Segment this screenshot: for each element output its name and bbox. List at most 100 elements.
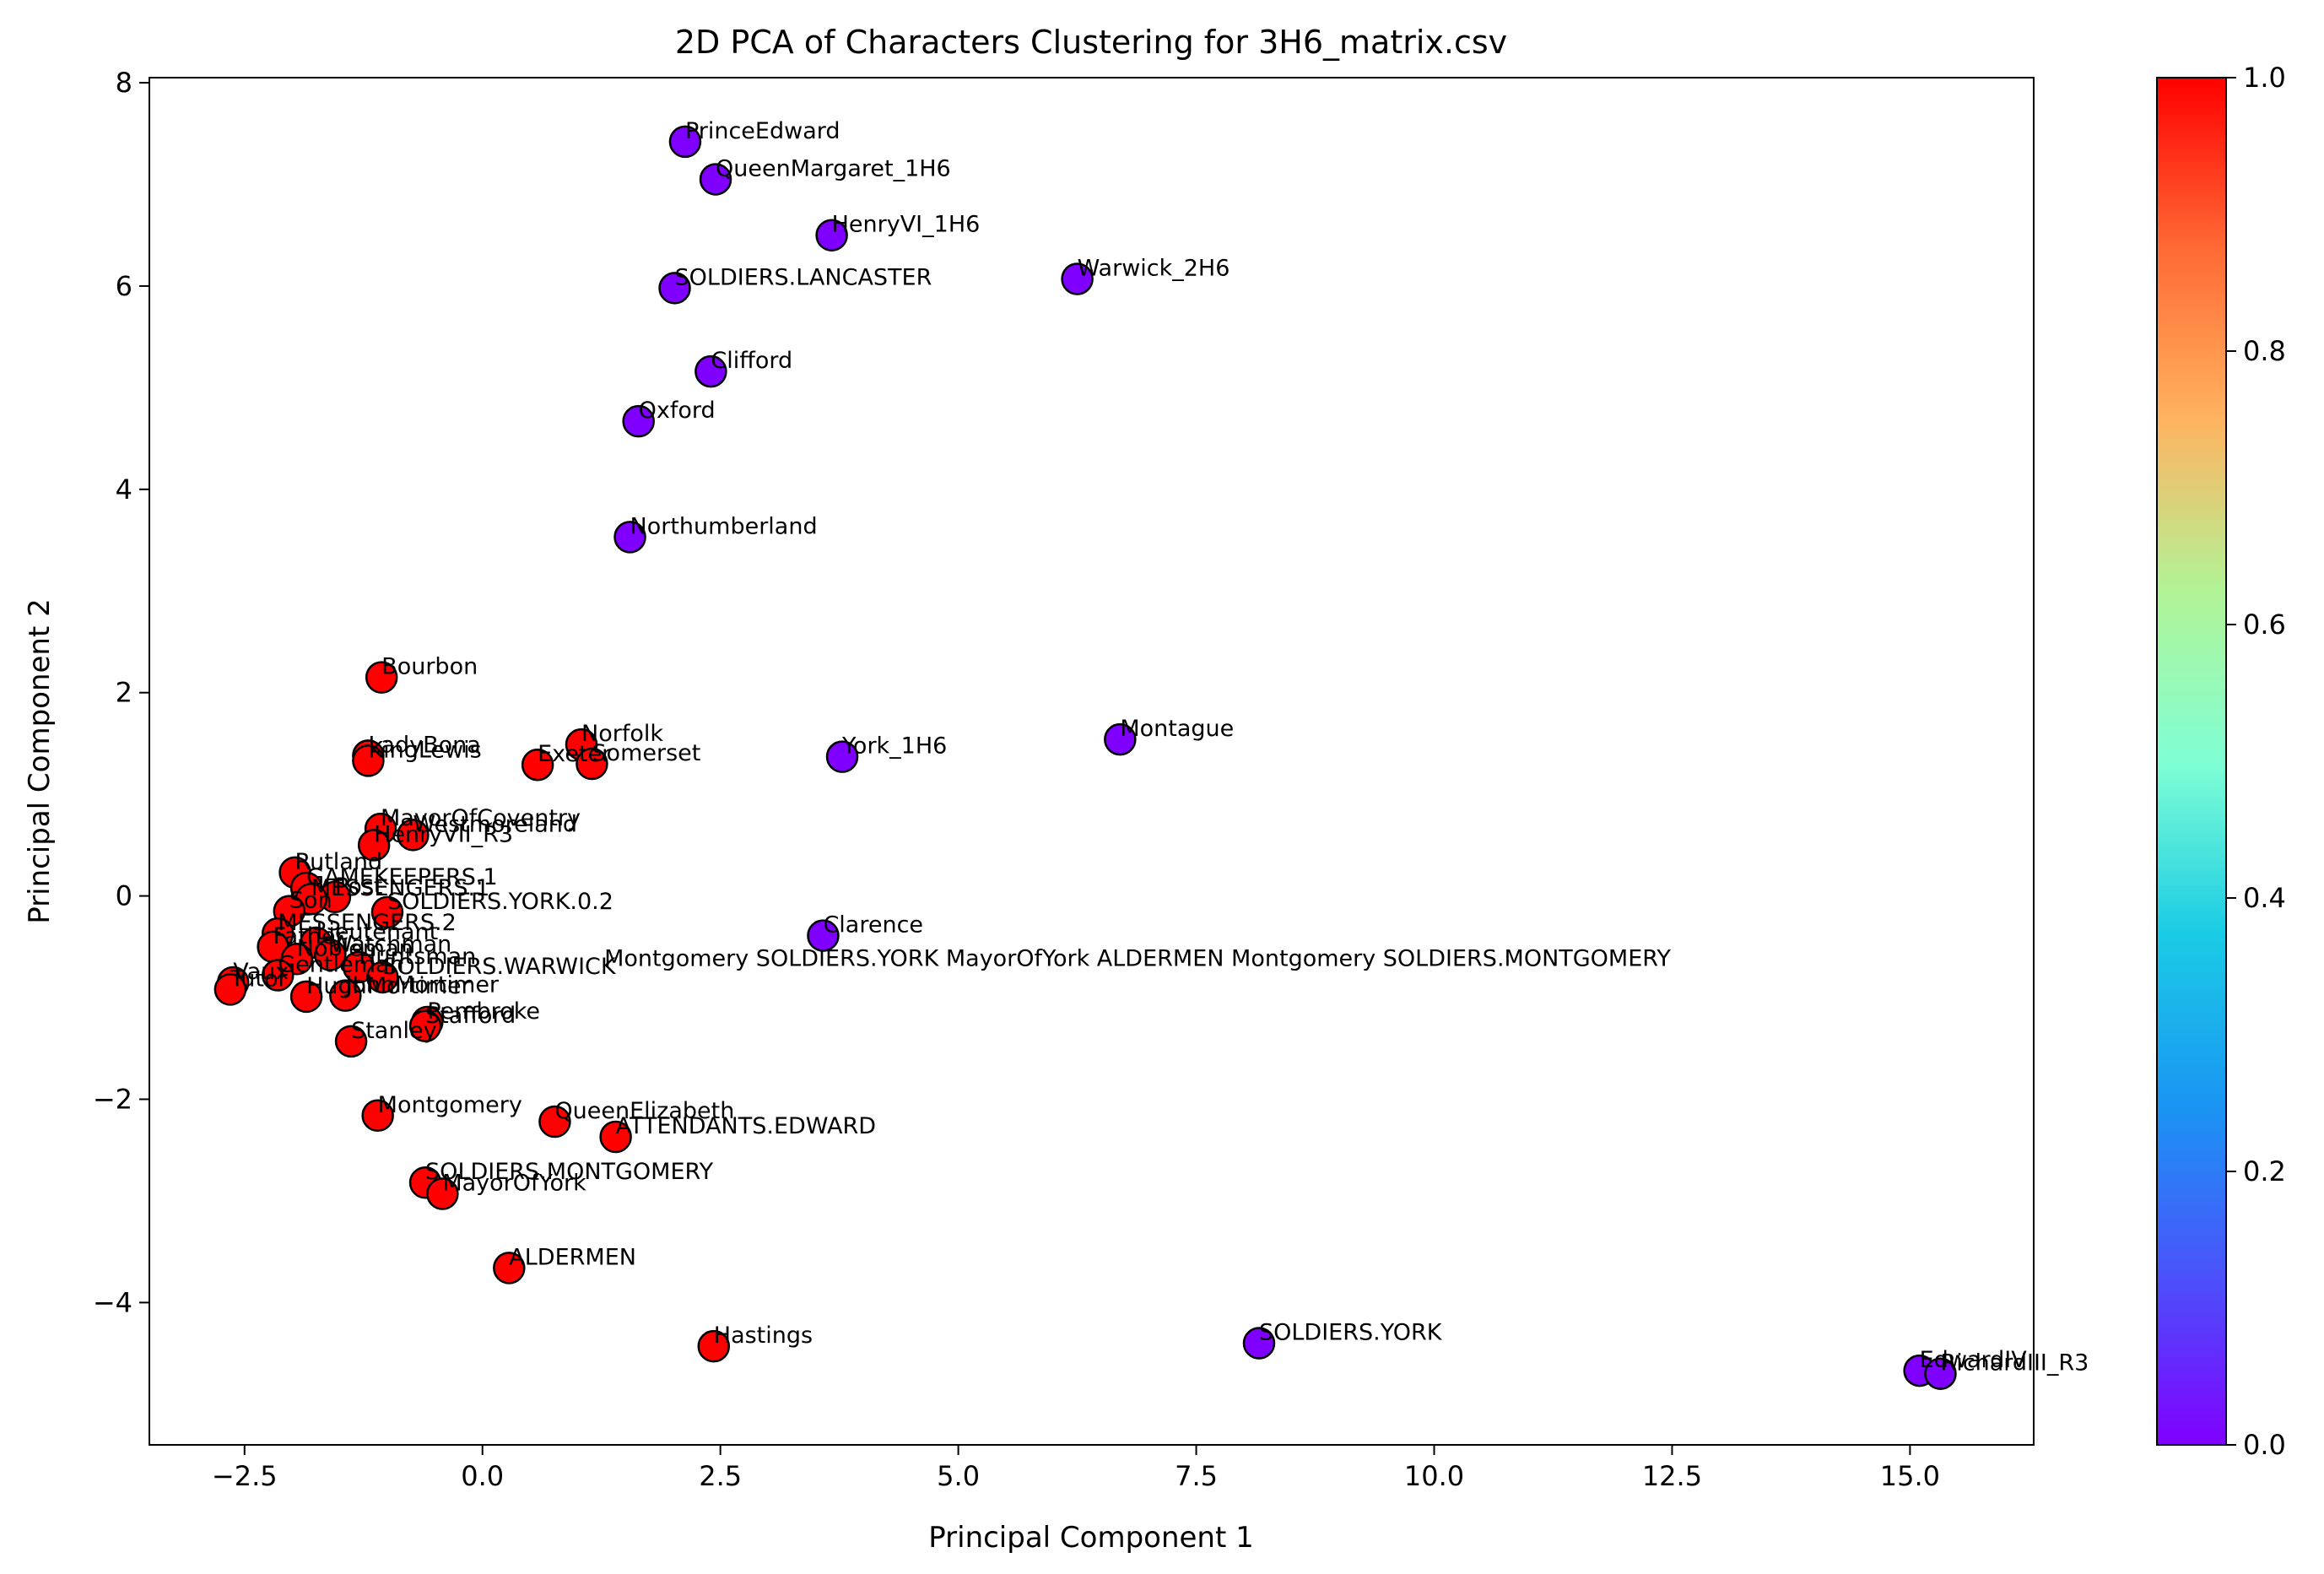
colorbar-tick-label: 0.4 (2243, 882, 2286, 914)
point-label: Norfolk (581, 721, 663, 747)
point-label: Gentleman (278, 952, 403, 978)
point-label: Montague (1120, 716, 1234, 742)
y-tick-label: −4 (93, 1286, 132, 1318)
point-label: EdwardIV (1920, 1347, 2028, 1373)
scatter-point (408, 1009, 442, 1043)
scatter-point (538, 1105, 571, 1139)
point-label: Huntsman (359, 944, 476, 970)
colorbar-tick-label: 0.8 (2243, 335, 2286, 367)
point-label: Lieutenant (316, 919, 438, 945)
colorbar (2156, 77, 2227, 1446)
point-label: PrinceEdward (685, 118, 840, 144)
point-label: QueenMargaret_1H6 (716, 155, 951, 181)
y-tick-label: 0 (116, 880, 132, 912)
scatter-point (576, 747, 608, 781)
scatter-point (699, 163, 732, 196)
point-label: HughMortimer (306, 973, 472, 999)
point-label: York_1H6 (841, 733, 947, 760)
scatter-point (815, 219, 848, 252)
scatter-point (599, 1120, 632, 1154)
scatter-point (357, 829, 391, 862)
chart-title: 2D PCA of Characters Clustering for 3H6_… (675, 24, 1507, 61)
x-tick-label: 5.0 (937, 1460, 980, 1492)
scatter-point (613, 521, 646, 554)
point-label: Somerset (592, 740, 700, 766)
scatter-point (366, 960, 399, 994)
scatter-point (521, 748, 554, 782)
point-label: QueenElizabeth (554, 1098, 734, 1124)
point-label: SOLDIERS.MONTGOMERY (425, 1159, 714, 1185)
point-label: HenryVII_R3 (374, 821, 513, 847)
scatter-point (370, 895, 404, 929)
colorbar-tick-label: 0.0 (2243, 1429, 2286, 1461)
point-label: Clifford (711, 348, 792, 374)
point-label: Hastings (714, 1322, 813, 1349)
x-tick-label: 15.0 (1880, 1460, 1940, 1492)
point-label: Vaux (233, 959, 289, 985)
x-tick-label: 7.5 (1175, 1460, 1218, 1492)
point-label: MESSENGERS.2 (278, 910, 457, 936)
scatter-point (825, 740, 859, 773)
y-tick-label: 6 (116, 270, 132, 302)
point-label: Montgomery (378, 1092, 522, 1118)
colorbar-tick-label: 0.2 (2243, 1155, 2286, 1187)
scatter-point (289, 980, 323, 1014)
scatter-point (334, 1025, 368, 1058)
y-axis-label: Principal Component 2 (23, 598, 57, 924)
scatter-point (1061, 262, 1094, 295)
y-tick-label: 2 (116, 677, 132, 709)
point-label: Exeter (538, 741, 612, 767)
scatter-point (365, 661, 398, 694)
scatter-point (426, 1177, 459, 1210)
y-tick-label: 4 (116, 473, 132, 506)
point-labels-group: PrinceEdward QueenMargaret_1H6 HenryVI_1H6… (230, 118, 2089, 1377)
overlap-annotation: Montgomery SOLDIERS.YORK MayorOfYork ALD… (604, 945, 1671, 971)
points-group (213, 125, 1957, 1390)
point-label: LadyBona (368, 732, 480, 758)
x-tick-label: −2.5 (212, 1460, 278, 1492)
point-label: GAMEKEEPERS.1 (306, 864, 498, 890)
scatter-point (1924, 1357, 1957, 1390)
point-label: SOLDIERS.YORK.0.2 (387, 889, 613, 915)
y-tick-label: 8 (116, 67, 132, 99)
point-label: RichardIII_R3 (1940, 1350, 2089, 1377)
x-tick-label: 0.0 (461, 1460, 504, 1492)
scatter-point (694, 354, 727, 388)
colorbar-tick-label: 0.6 (2243, 609, 2286, 641)
scatter-point (352, 744, 385, 777)
scatter-point (397, 819, 430, 852)
x-tick-label: 2.5 (699, 1460, 742, 1492)
point-label: SOLDIERS.LANCASTER (675, 264, 932, 290)
scatter-point (314, 938, 347, 971)
x-tick-label: 10.0 (1404, 1460, 1464, 1492)
point-label: MayorOfYork (442, 1170, 586, 1196)
colorbar-tick-label: 1.0 (2243, 62, 2286, 94)
point-label: JohnMortimer (343, 972, 500, 998)
scatter-point (213, 973, 247, 1006)
point-label: MESSENGERS.1 (311, 875, 490, 901)
y-axis: −4 −2 0 2 4 6 8 (93, 67, 149, 1318)
x-axis: −2.5 0.0 2.5 5.0 7.5 10.0 12.5 15.0 (212, 1445, 1940, 1492)
point-label: Rutland (295, 849, 383, 875)
point-label: Stanley (351, 1018, 436, 1044)
scatter-point (807, 919, 840, 952)
point-label: Westmoreland (413, 811, 577, 837)
point-label: Tutor (230, 965, 289, 992)
point-label: ATTENDANTS.EDWARD (616, 1113, 876, 1139)
scatter-point (668, 125, 702, 159)
y-tick-label: −2 (93, 1083, 132, 1115)
point-label: Post (335, 874, 383, 900)
point-label: Clarence (823, 912, 923, 938)
scatter-point (1242, 1327, 1276, 1360)
point-label: Warwick_2H6 (1078, 255, 1230, 281)
scatter-point (262, 959, 295, 992)
point-label: Oxford (639, 398, 716, 424)
colorbar-axis: 0.0 0.2 0.4 0.6 0.8 1.0 (2226, 62, 2286, 1461)
point-label: Watchman (330, 931, 451, 957)
scatter-point (1104, 722, 1137, 756)
point-label: SOLDIERS.WARWICK (382, 954, 617, 980)
scatter-point (361, 1099, 394, 1133)
point-label: KingLewis (368, 737, 481, 763)
scatter-point (329, 979, 362, 1012)
point-label: SOLDIERS.YORK (1259, 1320, 1443, 1346)
